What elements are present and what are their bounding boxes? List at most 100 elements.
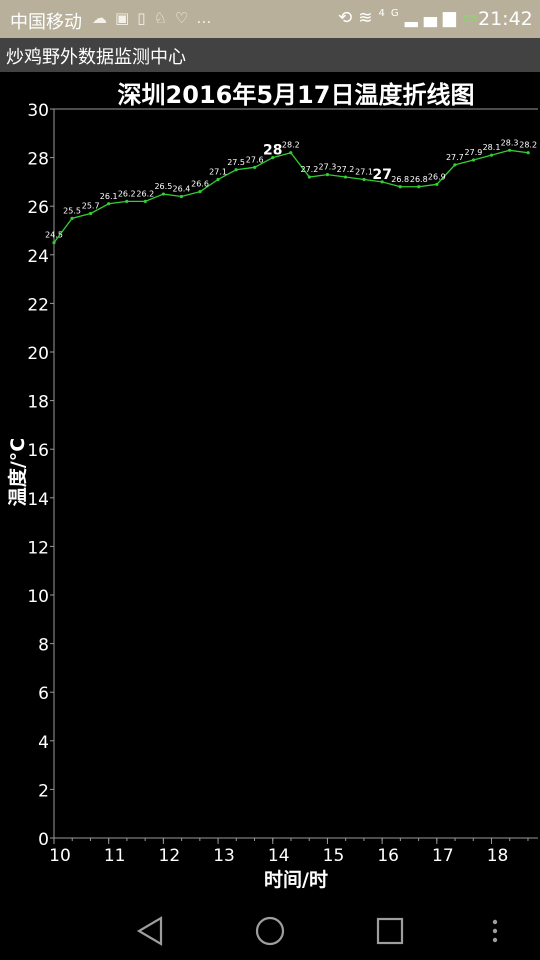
- data-point: [526, 151, 530, 155]
- data-label: 25.5: [63, 206, 81, 215]
- weather-cloud-icon: ☁: [92, 9, 115, 27]
- y-tick-label: 28: [27, 150, 49, 170]
- data-point: [380, 180, 384, 184]
- data-label: 27.6: [246, 155, 264, 164]
- data-label: 26.4: [173, 184, 191, 193]
- data-point: [70, 216, 74, 220]
- y-tick-label: 10: [27, 587, 49, 607]
- data-label: 28.3: [501, 138, 519, 147]
- x-tick-label: 15: [323, 846, 345, 866]
- y-tick-label: 30: [27, 101, 49, 121]
- android-icon: ♘: [153, 9, 175, 27]
- y-tick-label: 26: [27, 198, 49, 218]
- data-point: [289, 151, 293, 155]
- y-tick-label: 22: [27, 295, 49, 315]
- y-tick-label: 18: [27, 393, 49, 413]
- data-label: 27.5: [227, 158, 245, 167]
- data-point: [325, 173, 330, 177]
- x-tick-label: 12: [159, 846, 181, 866]
- app-title: 炒鸡野外数据监测中心: [6, 47, 186, 68]
- y-tick-label: 14: [27, 490, 49, 510]
- system-icons: ⟲≋4G▂▄▆▭: [338, 8, 484, 28]
- back-icon[interactable]: [127, 908, 173, 954]
- data-label: 27: [372, 167, 391, 183]
- data-point: [52, 241, 56, 245]
- y-tick-label: 8: [38, 636, 49, 656]
- data-label: 27.1: [355, 167, 373, 176]
- x-tick-label: 14: [268, 846, 290, 866]
- data-point: [453, 163, 457, 167]
- data-label: 27.1: [209, 167, 227, 176]
- data-point: [271, 156, 275, 160]
- y-tick-label: 20: [27, 344, 49, 364]
- x-tick-label: 10: [49, 846, 71, 866]
- data-point: [253, 165, 257, 169]
- data-point: [107, 202, 111, 206]
- more-icon: …: [196, 9, 220, 27]
- y-tick-label: 24: [27, 247, 49, 267]
- y-tick-label: 0: [38, 830, 49, 850]
- battery-charging-icon: ▭: [461, 8, 484, 28]
- navigation-bar: [0, 898, 540, 960]
- y-tick-label: 12: [27, 538, 49, 558]
- battery-saver-icon: ▯: [137, 9, 154, 27]
- data-label: 26.9: [428, 172, 446, 181]
- app-bar: 炒鸡野外数据监测中心: [0, 38, 540, 72]
- data-point: [489, 153, 494, 157]
- data-label: 28.2: [282, 141, 300, 150]
- y-tick-label: 16: [27, 441, 49, 461]
- data-point: [216, 177, 220, 182]
- data-label: 27.2: [300, 165, 318, 174]
- data-label: 26.2: [136, 189, 154, 198]
- data-point: [161, 192, 165, 196]
- data-label: 26.5: [154, 182, 172, 191]
- data-label: 26.2: [118, 189, 136, 198]
- data-label: 27.9: [465, 148, 483, 157]
- clock: 21:42: [478, 8, 533, 30]
- data-label: 27.7: [446, 153, 464, 162]
- heart-icon: ♡: [174, 9, 197, 27]
- data-label: 24.5: [45, 231, 63, 240]
- data-point: [143, 199, 147, 203]
- data-point: [125, 199, 129, 203]
- x-tick-label: 18: [487, 846, 509, 866]
- data-label: 28: [263, 143, 282, 159]
- recents-icon[interactable]: [367, 908, 413, 954]
- data-point: [471, 158, 476, 162]
- x-tick-label: 17: [432, 846, 454, 866]
- data-label: 28.2: [519, 141, 537, 150]
- y-axis-label: 温度/°C: [6, 438, 29, 506]
- image-icon: ▣: [115, 9, 138, 27]
- data-label: 26.1: [100, 192, 118, 201]
- notification-icons: ☁▣▯♘♡…: [92, 9, 219, 27]
- x-tick-label: 11: [104, 846, 126, 866]
- wifi-icon: ≋: [358, 8, 379, 28]
- x-tick-label: 13: [213, 846, 235, 866]
- y-tick-label: 4: [38, 733, 49, 753]
- status-bar: 中国移动 ☁▣▯♘♡… ⟲≋4G▂▄▆▭ 21:42: [0, 0, 540, 38]
- x-tick-label: 16: [377, 846, 399, 866]
- data-label: 26.8: [410, 175, 428, 184]
- data-label: 26.8: [391, 175, 409, 184]
- data-point: [179, 194, 184, 199]
- network-type-label: 4G: [378, 8, 405, 19]
- chart-area: 深圳2016年5月17日温度折线图 温度/°C 时间/时 0 2 4 6 8 10 12 14…: [0, 72, 540, 898]
- data-point: [398, 185, 402, 189]
- x-axis-label: 时间/时: [264, 869, 328, 891]
- data-point: [362, 177, 366, 182]
- data-point: [343, 175, 348, 179]
- data-label: 27.3: [319, 163, 337, 172]
- data-point: [435, 182, 439, 186]
- data-point: [417, 185, 421, 189]
- data-label: 27.2: [337, 165, 355, 174]
- menu-icon[interactable]: [472, 908, 518, 954]
- temperature-line-chart: 深圳2016年5月17日温度折线图 温度/°C 时间/时 02468101214…: [6, 81, 538, 891]
- y-tick-label: 6: [38, 684, 49, 704]
- data-point: [234, 168, 238, 172]
- home-icon[interactable]: [247, 908, 293, 954]
- signal-icon: ▂▄▆: [404, 8, 462, 28]
- series: 24.525.525.726.1 26.2 26.226.5 26.426.627.1…: [45, 138, 537, 245]
- data-point: [507, 148, 512, 152]
- data-point: [198, 190, 202, 194]
